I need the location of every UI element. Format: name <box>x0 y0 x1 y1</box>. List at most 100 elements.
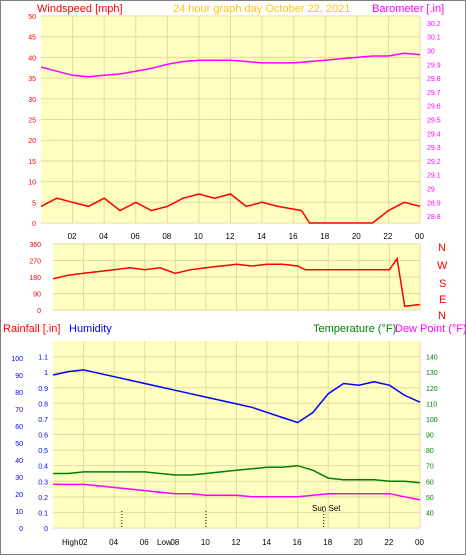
rain-y-tick: 0 <box>44 526 48 533</box>
compass-e: E <box>439 294 446 306</box>
compass-n-bottom: N <box>438 310 446 322</box>
barometer-y-tick: 29 <box>427 187 435 194</box>
humidity-y-tick: 20 <box>15 492 23 499</box>
humidity-y-tick: 80 <box>15 390 23 397</box>
temperature-line <box>53 464 421 484</box>
compass-n-top: N <box>438 242 446 254</box>
rain-y-tick: 0.7 <box>38 417 48 424</box>
dewpoint-axis-label: Dew Point (°F) <box>395 323 466 335</box>
compass-s: S <box>439 278 446 290</box>
x-tick-label: 10 <box>194 232 203 241</box>
wind-y-tick: 25 <box>28 118 36 125</box>
rainfall-axis-label: Rainfall [.in] <box>3 323 60 335</box>
rain-y-tick: 0.3 <box>38 479 48 486</box>
temperature-y-tick: 120 <box>426 386 438 393</box>
barometer-y-tick: 29.5 <box>427 118 441 125</box>
barometer-y-tick: 29.2 <box>427 159 441 166</box>
wind-y-tick: 20 <box>28 138 36 145</box>
x-tick-label: 06 <box>140 538 149 547</box>
rain-y-tick: 0.4 <box>38 464 48 471</box>
wind-y-tick: 0 <box>32 221 36 228</box>
x-tick-label: 04 <box>99 232 108 241</box>
rain-y-tick: 0.5 <box>38 448 48 455</box>
x-tick-label: 08 <box>170 538 179 547</box>
barometer-y-tick: 30 <box>427 49 435 56</box>
temperature-y-tick: 80 <box>426 448 434 455</box>
humidity-line <box>52 369 421 424</box>
rain-y-tick: 0.8 <box>38 401 48 408</box>
x-tick-label: 18 <box>320 232 329 241</box>
barometer-y-tick: 29.9 <box>427 62 441 69</box>
x-tick-label: 04 <box>109 538 118 547</box>
wind-y-tick: 45 <box>28 35 36 42</box>
barometer-axis-label: Barometer [.in] <box>372 3 444 15</box>
x-tick-label: 08 <box>162 232 171 241</box>
barometer-y-tick: 29.4 <box>427 131 441 138</box>
rain-y-tick: 0.1 <box>38 510 48 517</box>
temperature-y-tick: 110 <box>426 401 437 408</box>
temperature-y-tick: 140 <box>426 355 438 362</box>
x-tick-label: 20 <box>354 538 363 547</box>
x-tick-label: 22 <box>384 538 393 547</box>
rain-y-tick: 1.1 <box>38 355 48 362</box>
x-tick-label: 02 <box>68 232 77 241</box>
x-tick-label: 14 <box>257 232 266 241</box>
temperature-y-tick: 50 <box>426 495 434 502</box>
x-tick-label: 22 <box>383 232 392 241</box>
humidity-y-tick: 60 <box>15 424 23 431</box>
compass-w: W <box>437 260 448 272</box>
wind-y-tick: 35 <box>28 76 36 83</box>
rain-y-tick: 0.2 <box>38 495 48 502</box>
temperature-y-tick: 70 <box>426 464 434 471</box>
wind-y-tick: 50 <box>28 14 36 21</box>
direction-y-tick: 360 <box>29 242 41 249</box>
wind-direction-line <box>52 256 421 308</box>
dewpoint-line <box>53 483 421 501</box>
direction-y-tick: 180 <box>29 275 41 282</box>
temperature-axis-label: Temperature (°F) <box>313 323 396 335</box>
barometer-line <box>40 52 421 78</box>
temperature-y-tick: 90 <box>426 433 434 440</box>
x-tick-label: 18 <box>323 538 332 547</box>
wind-y-tick: 5 <box>32 200 36 207</box>
humidity-y-tick: 0 <box>19 526 23 533</box>
wind-y-tick: 15 <box>28 159 36 166</box>
windspeed-axis-label: Windspeed [mph] <box>37 3 123 15</box>
x-tick-label: 12 <box>232 538 241 547</box>
barometer-y-tick: 29.8 <box>427 76 441 83</box>
barometer-y-tick: 30.2 <box>427 21 441 28</box>
temperature-y-tick: 100 <box>426 417 438 424</box>
x-tick-label: 14 <box>262 538 271 547</box>
low-marker-label: Low <box>157 538 172 547</box>
barometer-y-tick: 28.9 <box>427 200 441 207</box>
barometer-y-tick: 29.1 <box>427 173 441 180</box>
humidity-y-tick: 90 <box>15 373 23 380</box>
humidity-y-tick: 30 <box>15 475 23 482</box>
humidity-y-tick: 40 <box>15 458 23 465</box>
grid-lines <box>41 15 421 529</box>
rain-y-tick: 1 <box>44 370 48 377</box>
sunset-marker-label: Sun Set <box>312 504 341 513</box>
x-tick-label: 16 <box>289 232 298 241</box>
barometer-y-tick: 30.1 <box>427 35 441 42</box>
chart-marks <box>40 52 421 528</box>
humidity-y-tick: 100 <box>11 356 23 363</box>
humidity-y-tick: 70 <box>15 407 23 414</box>
rain-y-tick: 0.9 <box>38 386 48 393</box>
x-tick-label: 16 <box>293 538 302 547</box>
x-tick-label: 12 <box>226 232 235 241</box>
temperature-y-tick: 40 <box>426 510 434 517</box>
temperature-y-tick: 130 <box>426 370 438 377</box>
rain-y-tick: 0.6 <box>38 433 48 440</box>
barometer-y-tick: 29.6 <box>427 104 441 111</box>
wind-y-tick: 10 <box>28 180 36 187</box>
barometer-y-tick: 29.3 <box>427 145 441 152</box>
humidity-y-tick: 10 <box>15 509 23 516</box>
wind-y-tick: 40 <box>28 55 36 62</box>
barometer-y-tick: 29.7 <box>427 90 441 97</box>
direction-y-tick: 270 <box>29 259 41 266</box>
high-marker-label: High <box>62 538 78 547</box>
direction-y-tick: 90 <box>33 292 41 299</box>
